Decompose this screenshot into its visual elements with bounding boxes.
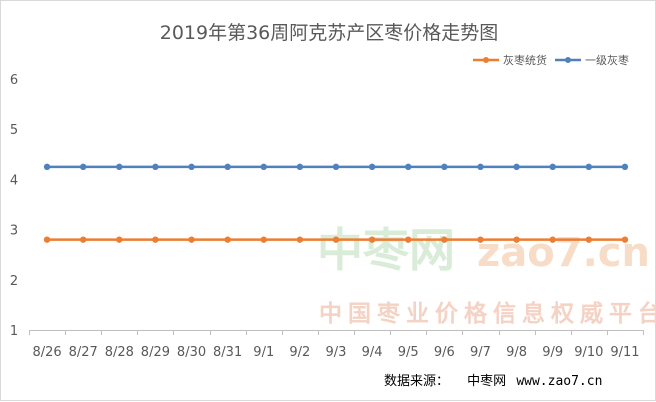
data-point	[368, 236, 376, 243]
data-point	[585, 163, 593, 171]
x-tick-label: 9/2	[289, 345, 310, 360]
data-point	[513, 236, 520, 243]
data-point	[549, 236, 556, 243]
y-tick-labels: 1 2 3 4 5 6	[10, 73, 18, 339]
x-tick-label: 9/4	[362, 345, 383, 360]
y-tick-label: 4	[10, 173, 18, 188]
data-point	[260, 163, 267, 171]
data-point	[477, 163, 484, 171]
data-point	[332, 236, 340, 243]
watermark-brand: 中枣网	[317, 223, 455, 277]
x-tick-label: 9/11	[610, 345, 639, 360]
data-point	[441, 163, 448, 171]
data-point	[79, 163, 87, 171]
source-note: 数据来源： 中枣网 www.zao7.cn	[384, 374, 602, 389]
axes	[29, 330, 644, 335]
data-point	[116, 163, 123, 171]
chart-title: 2019年第36周阿克苏产区枣价格走势图	[160, 22, 499, 44]
x-tick-label: 8/31	[213, 345, 242, 360]
data-point	[296, 236, 304, 243]
watermark-url: zao7.cn	[477, 230, 650, 276]
x-tick-label: 9/10	[574, 345, 603, 360]
legend-label: 一级灰枣	[585, 53, 629, 67]
data-point	[405, 236, 412, 243]
x-tick-label: 9/5	[398, 345, 419, 360]
x-tick-label: 9/3	[326, 345, 347, 360]
data-point	[43, 163, 51, 171]
x-tick-label: 8/26	[32, 345, 61, 360]
data-point	[116, 236, 123, 243]
legend: 灰枣统货 一级灰枣	[473, 53, 629, 67]
data-point	[79, 236, 87, 243]
data-point	[224, 236, 231, 243]
watermark-slogan: 中国枣业价格信息权威平台	[319, 300, 656, 327]
watermark: 中枣网 zao7.cn 中国枣业价格信息权威平台	[317, 223, 656, 327]
series-group	[43, 163, 629, 243]
y-tick-label: 6	[10, 73, 18, 88]
x-tick-label: 9/8	[506, 345, 527, 360]
x-tick-label: 9/1	[253, 345, 274, 360]
y-tick-label: 1	[10, 324, 18, 339]
series-1	[43, 236, 629, 243]
source-site-name: 中枣网	[467, 374, 506, 389]
y-tick-label: 3	[10, 224, 18, 239]
x-tick-label: 9/7	[470, 345, 491, 360]
data-point	[441, 236, 448, 243]
x-tick-label: 8/27	[69, 345, 98, 360]
data-point	[188, 163, 195, 171]
data-point	[152, 236, 159, 243]
x-tick-labels: 8/26 8/27 8/28 8/29 8/30 8/31 9/1 9/2 9/3 9/4 9/5 9…	[32, 345, 639, 360]
y-tick-label: 5	[10, 123, 18, 138]
data-point	[296, 163, 304, 171]
data-point	[224, 163, 231, 171]
data-point	[477, 236, 484, 243]
legend-swatch-marker	[483, 57, 489, 63]
source-site-url: www.zao7.cn	[516, 374, 602, 389]
data-point	[549, 163, 556, 171]
data-point	[332, 163, 340, 171]
x-tick-label: 9/9	[542, 345, 563, 360]
data-point	[513, 163, 520, 171]
data-point	[43, 236, 51, 243]
x-tick-label: 8/29	[141, 345, 170, 360]
data-point	[585, 236, 593, 243]
data-point	[188, 236, 195, 243]
data-point	[405, 163, 412, 171]
x-tick-label: 8/28	[105, 345, 134, 360]
data-point	[260, 236, 267, 243]
y-tick-label: 2	[10, 274, 18, 289]
source-label: 数据来源：	[384, 374, 449, 389]
data-point	[621, 236, 629, 243]
x-tick-label: 9/6	[434, 345, 455, 360]
data-point	[368, 163, 376, 171]
series-2	[43, 163, 629, 171]
legend-label: 灰枣统货	[503, 53, 547, 67]
data-point	[152, 163, 159, 171]
x-tick-label: 8/30	[177, 345, 206, 360]
data-point	[621, 163, 629, 171]
legend-swatch-marker	[565, 57, 571, 63]
